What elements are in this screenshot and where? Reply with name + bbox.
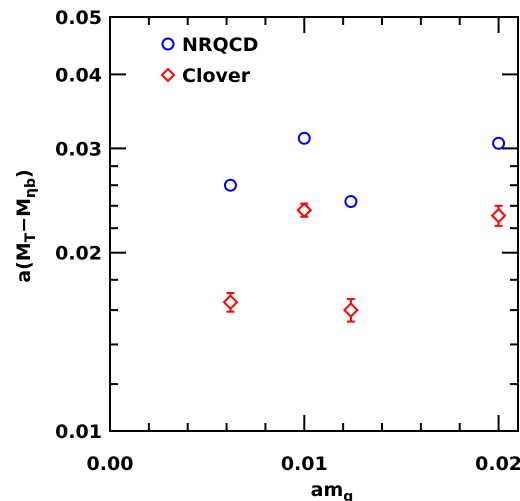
x-tick-label: 0.01 xyxy=(281,453,328,475)
legend: NRQCD Clover xyxy=(160,34,258,87)
diamond-marker xyxy=(222,294,239,311)
y-tick-label: 0.03 xyxy=(55,138,102,160)
data-point xyxy=(222,291,239,313)
legend-label-nrqcd: NRQCD xyxy=(182,34,258,56)
y-tick-label: 0.05 xyxy=(55,7,102,29)
diamond-marker xyxy=(343,302,359,319)
data-point xyxy=(223,178,237,192)
circle-marker xyxy=(492,136,506,150)
x-tick-label: 0.02 xyxy=(475,453,520,475)
series-nrqcd xyxy=(223,131,506,209)
legend-label-clover: Clover xyxy=(182,65,251,87)
plot-frame xyxy=(109,16,519,432)
data-point xyxy=(490,204,507,227)
diamond-marker xyxy=(490,207,507,224)
y-tick-label: 0.04 xyxy=(55,64,102,86)
data-point xyxy=(297,131,311,145)
diamond-marker xyxy=(296,202,313,219)
x-tick-label: 0.00 xyxy=(87,453,134,475)
legend-marker-nrqcd xyxy=(161,37,175,51)
data-point xyxy=(343,298,359,323)
circle-marker xyxy=(223,178,237,192)
circle-marker xyxy=(344,195,358,209)
axis-ticks xyxy=(109,16,518,432)
data-point xyxy=(492,136,506,150)
legend-marker-clover xyxy=(160,67,176,83)
circle-marker xyxy=(297,131,311,145)
x-axis-label: amq xyxy=(311,479,354,501)
y-tick-label: 0.01 xyxy=(55,421,102,443)
y-tick-label: 0.02 xyxy=(55,243,102,265)
tick-labels: 0.00 0.01 0.02 0.01 0.02 0.03 0.04 0.05 xyxy=(55,7,520,475)
data-marks xyxy=(222,131,507,323)
series-clover xyxy=(222,202,507,323)
data-point xyxy=(344,195,358,209)
y-axis-label: a(MT−Mηb) xyxy=(13,169,39,283)
data-point xyxy=(296,202,313,219)
